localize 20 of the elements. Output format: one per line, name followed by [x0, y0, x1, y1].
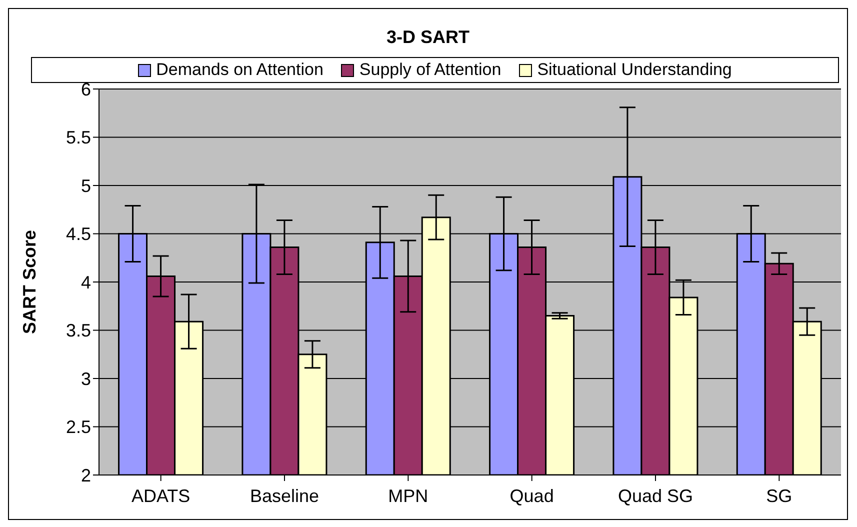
y-tick-label: 2.5	[66, 417, 91, 438]
y-tick-label: 4.5	[66, 224, 91, 244]
legend-label: Demands on Attention	[155, 60, 324, 80]
y-axis-title: SART Score	[19, 230, 40, 334]
y-tick-label: 5	[80, 176, 91, 196]
y-tick-label: 3	[80, 368, 91, 389]
x-tick-label: Quad	[510, 486, 554, 506]
x-tick-label: Quad SG	[618, 486, 694, 506]
y-tick-label: 5.5	[66, 128, 91, 148]
legend-label: Supply of Attention	[358, 60, 502, 80]
y-tick-label: 4	[80, 272, 91, 292]
x-tick-label: ADATS	[131, 486, 190, 506]
x-tick-label: Baseline	[250, 486, 320, 506]
legend-label: Situational Understanding	[536, 60, 732, 80]
chart-title: 3-D SART	[385, 26, 470, 49]
y-tick-label: 2	[80, 465, 91, 486]
x-tick-label: SG	[766, 486, 792, 506]
y-tick-label: 3.5	[66, 320, 91, 341]
x-tick-label: MPN	[388, 486, 428, 506]
y-tick-label: 6	[80, 79, 91, 100]
